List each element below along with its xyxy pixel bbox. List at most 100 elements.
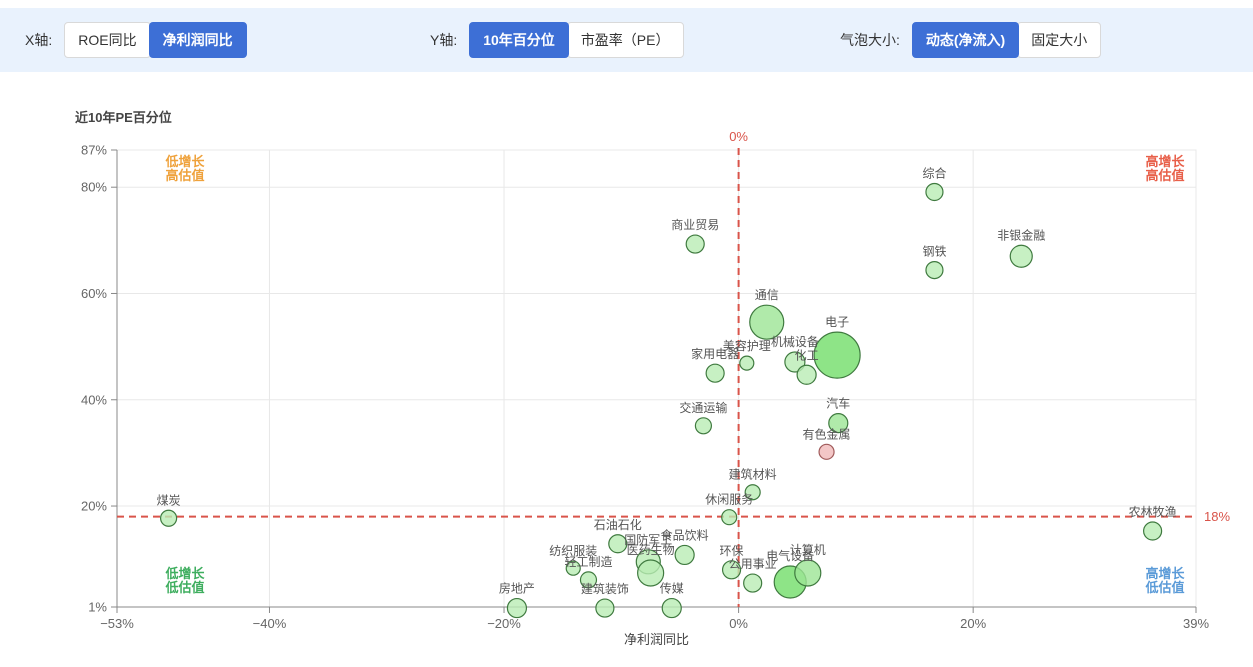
bubble[interactable] [721,560,742,580]
y-tick-label: 40% [81,392,107,407]
bubble[interactable] [925,260,944,280]
x-tick-label: −40% [253,616,287,631]
x-axis-title: 净利润同比 [624,632,689,647]
bubble-label: 电子 [825,315,849,329]
bubble[interactable] [637,559,665,587]
bubble[interactable] [674,544,695,566]
y-axis-option-pe[interactable]: 市盈率（PE） [566,22,684,58]
bubble-label: 美容护理 [723,338,771,353]
bubble-label: 石油石化 [594,518,642,532]
bubble[interactable] [784,351,806,373]
y-tick-label: 80% [81,180,107,195]
quadrant-label-bottom-left: 低估值 [164,580,204,595]
bubble-label: 纺织服装 [549,544,597,558]
horizontal-reference-label: 18% [1204,509,1230,524]
bubble[interactable] [160,509,178,527]
bubble-label: 综合 [922,165,946,180]
bubble-size-button-group: 动态(净流入) 固定大小 [911,22,1102,58]
x-tick-label: 39% [1183,616,1209,631]
bubble[interactable] [565,560,581,576]
x-tick-label: 0% [729,616,748,631]
bubble-size-option-fixed[interactable]: 固定大小 [1017,22,1102,58]
quadrant-label-bottom-left: 低增长 [164,566,205,581]
y-axis-control-label: Y轴: [430,32,458,48]
bubble-size-control: 气泡大小: 动态(净流入) 固定大小 [840,8,1102,72]
bubble-label: 建筑材料 [729,467,777,482]
quadrant-label-top-right: 高增长 [1145,154,1185,169]
bubble[interactable] [661,597,682,619]
x-tick-label: −53% [100,616,134,631]
bubble-label: 汽车 [826,396,850,411]
quadrant-label-bottom-right: 低估值 [1144,580,1184,595]
bubble[interactable] [828,413,849,434]
x-axis-control: X轴: ROE同比 净利润同比 [25,8,247,72]
bubble-label: 交通运输 [679,400,727,415]
bubble[interactable] [685,234,705,254]
x-tick-label: 20% [960,616,986,631]
bubble[interactable] [739,355,755,371]
bubble-label: 机械设备 [771,334,819,349]
bubble-label: 轻工制造 [564,555,612,569]
bubble-chart: 1% 20% 40% 60% 80% 87% −53% −40% −20% 0% 20% 39% 近10… [0,78,1253,667]
control-bar: X轴: ROE同比 净利润同比 Y轴: 10年百分位 市盈率（PE） 气泡大小:… [0,8,1253,72]
quadrant-label-top-right: 高估值 [1145,168,1184,183]
bubble[interactable] [721,509,738,526]
x-tick-label: −20% [487,616,521,631]
bubble-label: 有色金属 [803,426,851,441]
y-axis-option-10y-percentile[interactable]: 10年百分位 [469,22,569,58]
bubble-label: 非银金融 [997,227,1045,242]
bubble-size-control-label: 气泡大小: [840,32,900,48]
y-axis-button-group: 10年百分位 市盈率（PE） [469,22,684,58]
bubble[interactable] [694,417,713,435]
bubble-label: 商业贸易 [671,217,719,232]
bubble-label: 食品饮料 [661,527,709,542]
bubble[interactable] [506,597,528,619]
bubble[interactable] [1143,521,1163,541]
bubble[interactable] [925,182,944,202]
bubble[interactable] [1009,244,1033,268]
bubble-label: 家用电器 [691,346,739,361]
bubble[interactable] [743,573,763,593]
bubble[interactable] [796,364,817,385]
y-tick-label: 60% [81,286,107,301]
bubble-label: 房地产 [499,581,535,596]
y-axis-control: Y轴: 10年百分位 市盈率（PE） [430,8,684,72]
quadrant-label-bottom-right: 高增长 [1145,566,1185,581]
bubble[interactable] [813,331,861,379]
bubble-label: 钢铁 [922,245,946,259]
bubble-label: 农林牧渔 [1129,505,1177,519]
y-tick-label: 87% [81,143,107,158]
bubble-size-option-dynamic-inflow[interactable]: 动态(净流入) [911,22,1020,58]
quadrant-label-top-left: 高估值 [165,168,204,183]
bubble-label: 国防军工 [624,532,672,547]
bubble-label: 建筑装饰 [581,581,629,596]
bubble-label: 化工 [795,348,819,362]
bubble-label: 煤炭 [157,493,181,507]
bubble-label: 环保 [720,544,744,558]
quadrant-label-top-left: 低增长 [164,154,205,169]
bubble[interactable] [794,559,822,587]
x-axis-option-net-profit-yoy[interactable]: 净利润同比 [148,22,247,58]
bubble[interactable] [705,363,725,383]
bubble-label: 传媒 [660,581,684,596]
bubble-label: 通信 [755,288,779,302]
y-tick-label: 1% [88,600,107,615]
y-tick-label: 20% [81,499,107,514]
x-axis-option-roe-yoy[interactable]: ROE同比 [64,22,151,58]
chart-canvas: 1% 20% 40% 60% 80% 87% −53% −40% −20% 0% 20% 39% 近10… [75,110,1230,647]
y-axis-title: 近10年PE百分位 [75,110,172,125]
bubble-label: 计算机 [790,542,826,557]
bubble-label: 公用事业 [729,557,777,571]
bubble[interactable] [595,598,615,618]
bubble[interactable] [579,571,598,589]
bubble[interactable] [749,304,785,340]
bubble[interactable] [744,484,761,501]
vertical-reference-label: 0% [729,129,748,144]
bubble[interactable] [818,443,835,460]
x-axis-control-label: X轴: [25,32,53,48]
bubble-label: 医药生物 [627,543,675,557]
bubble-label: 电气设备 [766,548,814,563]
bubble[interactable] [608,534,628,554]
bubble-label: 休闲服务 [705,492,753,507]
